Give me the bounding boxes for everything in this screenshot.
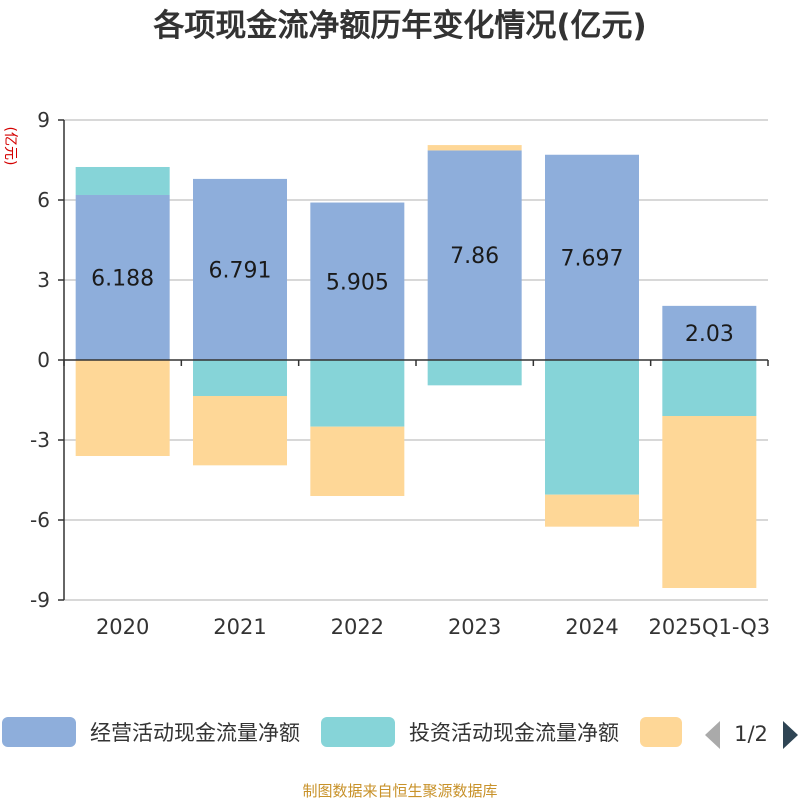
legend: 经营活动现金流量净额 投资活动现金流量净额 1/2	[2, 717, 798, 749]
bar-segment-3	[193, 396, 287, 466]
data-label: 2.03	[685, 322, 734, 347]
y-tick-label: 3	[37, 268, 50, 292]
bar-segment-1	[75, 194, 170, 360]
bar-segment-2	[662, 360, 757, 416]
bar-segment-1	[545, 154, 639, 360]
y-tick-label: -6	[30, 508, 50, 532]
data-labels: 6.188 6.791 5.905 7.86 7.697 2.03	[91, 244, 734, 347]
bar-segment-2	[545, 360, 639, 495]
data-label: 7.697	[561, 246, 624, 271]
legend-swatch-financing	[640, 717, 682, 747]
bar-segment-2	[75, 166, 170, 195]
legend-page-indicator: 1/2	[734, 722, 768, 746]
bar-segment-3	[545, 494, 639, 527]
y-tick-label: 6	[37, 188, 50, 212]
bar-segment-2	[193, 360, 287, 396]
data-label: 6.791	[209, 258, 272, 283]
chart-title: 各项现金流净额历年变化情况(亿元)	[152, 8, 646, 44]
y-tick-label: -3	[30, 428, 50, 452]
bar-segment-2	[310, 360, 405, 427]
bar-segment-2	[427, 360, 522, 386]
y-tick-label: 9	[37, 108, 50, 132]
legend-swatch-operating	[2, 717, 76, 747]
bar-segment-1	[662, 305, 757, 360]
x-category-label: 2023	[448, 615, 501, 639]
legend-prev-page-icon[interactable]	[705, 721, 720, 749]
legend-label-investing: 投资活动现金流量净额	[409, 721, 619, 745]
bar-series	[75, 145, 757, 588]
x-category-label: 2022	[331, 615, 384, 639]
bar-segment-3	[427, 145, 522, 151]
data-label: 5.905	[326, 270, 389, 295]
axes: -9 -6 -3 0 3 6 9 2020 2021 2022 2023 2024 2025Q1-Q3	[30, 108, 770, 639]
data-label: 6.188	[91, 266, 154, 291]
x-category-label: 2024	[565, 615, 618, 639]
bar-segment-3	[75, 360, 170, 456]
y-tick-label: 0	[37, 348, 50, 372]
footer-source: 制图数据来自恒生聚源数据库	[302, 782, 497, 800]
legend-next-page-icon[interactable]	[783, 721, 798, 749]
bar-segment-1	[310, 202, 405, 360]
y-tick-label: -9	[30, 588, 50, 612]
y-axis-unit: (亿元)	[2, 127, 18, 166]
bar-segment-3	[662, 416, 757, 588]
bar-segment-1	[193, 178, 287, 360]
x-category-label: 2020	[96, 615, 149, 639]
x-category-label: 2021	[213, 615, 266, 639]
bar-segment-3	[310, 426, 405, 496]
legend-label-operating: 经营活动现金流量净额	[90, 721, 300, 745]
grid-lines	[64, 119, 768, 601]
bar-segment-1	[427, 150, 522, 360]
x-category-label: 2025Q1-Q3	[649, 615, 771, 639]
legend-swatch-investing	[321, 717, 395, 747]
data-label: 7.86	[450, 244, 499, 269]
